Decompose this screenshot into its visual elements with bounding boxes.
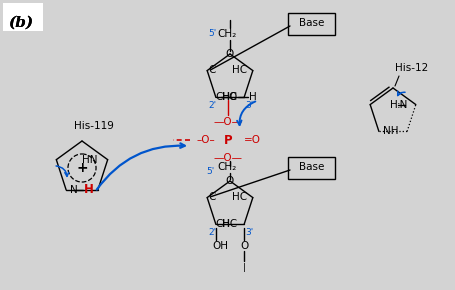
Text: OH: OH bbox=[212, 241, 228, 251]
Text: –O–: –O– bbox=[196, 135, 215, 145]
Text: O: O bbox=[225, 176, 233, 186]
Text: 5': 5' bbox=[207, 30, 216, 39]
Text: HC: HC bbox=[231, 192, 246, 202]
Text: CH₂: CH₂ bbox=[217, 162, 236, 172]
Text: CH₂: CH₂ bbox=[217, 29, 236, 39]
Text: CH: CH bbox=[215, 220, 230, 229]
FancyBboxPatch shape bbox=[3, 3, 43, 31]
Text: 3': 3' bbox=[244, 228, 253, 237]
Text: HC: HC bbox=[231, 65, 246, 75]
Text: +: + bbox=[76, 161, 88, 175]
Text: CH: CH bbox=[215, 93, 230, 102]
Text: O: O bbox=[239, 241, 248, 251]
Text: H: H bbox=[389, 99, 397, 110]
Text: |: | bbox=[242, 263, 245, 272]
Text: P: P bbox=[223, 133, 232, 146]
Text: 5': 5' bbox=[205, 168, 214, 177]
Text: His-119: His-119 bbox=[74, 121, 114, 131]
Text: O: O bbox=[228, 93, 237, 102]
Text: C: C bbox=[208, 192, 215, 202]
Text: (b): (b) bbox=[8, 16, 33, 30]
Text: H: H bbox=[84, 183, 94, 196]
Text: N: N bbox=[70, 185, 78, 195]
Text: 2': 2' bbox=[208, 101, 217, 110]
Text: 3': 3' bbox=[244, 101, 253, 110]
Text: =O: =O bbox=[243, 135, 260, 145]
Text: 2': 2' bbox=[208, 228, 217, 237]
FancyBboxPatch shape bbox=[288, 157, 335, 179]
Text: C: C bbox=[208, 65, 215, 75]
Text: Base: Base bbox=[298, 19, 324, 28]
Text: NH: NH bbox=[382, 126, 398, 136]
FancyBboxPatch shape bbox=[288, 12, 335, 35]
Text: :N: :N bbox=[395, 99, 407, 110]
Text: Base: Base bbox=[298, 162, 324, 173]
Text: —O—: —O— bbox=[213, 153, 242, 163]
Text: HC: HC bbox=[222, 220, 237, 229]
Text: —O—: —O— bbox=[213, 117, 242, 127]
Text: His-12: His-12 bbox=[394, 63, 427, 73]
Text: O: O bbox=[225, 49, 233, 59]
Text: HC: HC bbox=[222, 93, 237, 102]
Text: HN: HN bbox=[82, 155, 97, 165]
Text: (b): (b) bbox=[8, 16, 33, 30]
Text: H: H bbox=[248, 93, 256, 102]
